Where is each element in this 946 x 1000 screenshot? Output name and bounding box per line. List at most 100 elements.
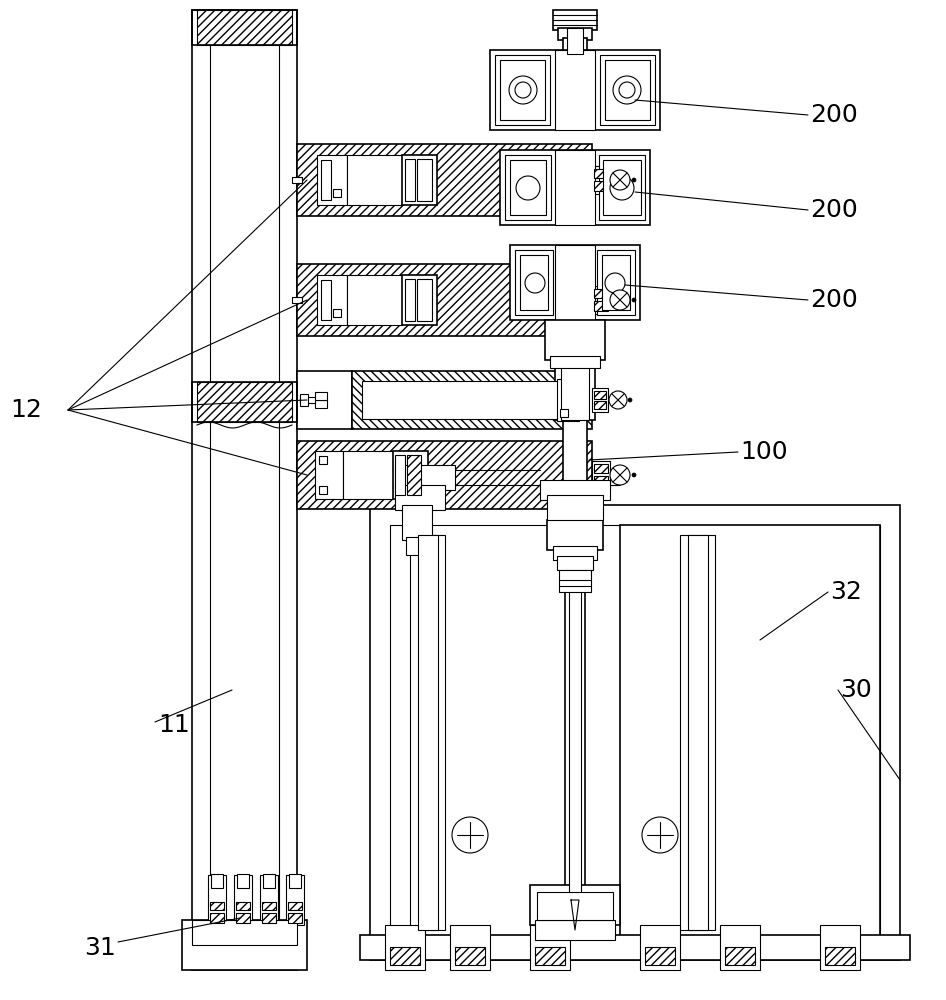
Bar <box>505 155 551 220</box>
Bar <box>333 189 341 197</box>
Bar <box>317 275 347 325</box>
Bar <box>455 947 485 965</box>
Bar <box>300 397 318 403</box>
Bar <box>208 875 226 925</box>
Bar <box>395 455 405 495</box>
Bar <box>547 495 603 520</box>
Bar <box>360 935 910 960</box>
Bar <box>182 920 307 970</box>
Bar <box>540 480 610 500</box>
Bar <box>210 913 224 923</box>
Bar <box>362 381 562 419</box>
Bar <box>317 155 347 205</box>
Bar <box>210 902 224 910</box>
Bar <box>500 150 650 225</box>
Bar <box>402 155 437 205</box>
Bar <box>319 456 327 464</box>
Bar <box>490 50 660 130</box>
Bar <box>495 55 550 125</box>
Bar <box>535 947 565 965</box>
Bar <box>559 570 591 592</box>
Bar <box>594 391 606 399</box>
Bar <box>288 902 302 910</box>
Bar <box>561 325 589 420</box>
Circle shape <box>642 817 678 853</box>
Text: 30: 30 <box>840 678 872 702</box>
Bar <box>321 280 331 320</box>
Bar <box>192 10 297 970</box>
Bar <box>535 920 615 940</box>
Bar <box>605 60 650 120</box>
Circle shape <box>610 176 634 200</box>
Bar <box>237 874 249 888</box>
Bar <box>563 415 587 510</box>
Bar <box>594 401 606 409</box>
Bar <box>594 169 608 178</box>
Bar <box>385 925 425 970</box>
Bar <box>418 535 438 930</box>
Bar <box>405 159 415 201</box>
Bar <box>592 286 610 314</box>
Bar <box>297 441 592 509</box>
Circle shape <box>609 391 627 409</box>
Bar <box>620 525 880 940</box>
Circle shape <box>452 817 488 853</box>
Bar <box>192 10 297 45</box>
Bar <box>545 320 605 360</box>
Bar <box>537 892 613 920</box>
Circle shape <box>610 465 630 485</box>
Bar <box>402 275 437 325</box>
Text: 200: 200 <box>810 288 858 312</box>
Bar <box>565 530 585 900</box>
Circle shape <box>632 298 636 302</box>
Bar <box>603 160 641 215</box>
Bar <box>393 451 428 499</box>
Bar <box>390 525 880 940</box>
Bar <box>333 309 341 317</box>
Bar <box>594 181 608 191</box>
Bar <box>450 925 490 970</box>
Bar <box>410 535 445 930</box>
Circle shape <box>619 82 635 98</box>
Circle shape <box>516 176 540 200</box>
Bar <box>600 55 655 125</box>
Bar <box>297 371 352 429</box>
Bar <box>260 875 278 925</box>
Bar <box>720 925 760 970</box>
Circle shape <box>610 290 630 310</box>
Text: 100: 100 <box>740 440 788 464</box>
Bar <box>555 50 595 130</box>
Bar <box>725 947 755 965</box>
Bar <box>343 451 393 499</box>
Bar <box>553 546 597 560</box>
Bar <box>555 245 595 320</box>
Bar <box>347 275 402 325</box>
Bar <box>530 925 570 970</box>
Bar <box>402 505 432 540</box>
Bar <box>515 250 553 315</box>
Circle shape <box>515 82 531 98</box>
Bar <box>558 28 592 40</box>
Bar <box>352 371 592 429</box>
Bar <box>300 394 308 406</box>
Bar <box>820 925 860 970</box>
Bar <box>597 250 635 315</box>
Circle shape <box>632 473 636 477</box>
Bar <box>236 913 250 923</box>
Bar <box>592 388 608 412</box>
Bar <box>417 159 432 201</box>
Circle shape <box>632 178 636 182</box>
Text: 32: 32 <box>830 580 862 604</box>
Bar <box>560 409 568 417</box>
Bar <box>211 874 223 888</box>
Bar <box>288 913 302 923</box>
Bar <box>390 947 420 965</box>
Bar <box>292 297 302 303</box>
Bar <box>680 535 715 930</box>
Bar <box>520 255 548 310</box>
Bar <box>569 530 581 900</box>
Bar <box>599 155 645 220</box>
Bar <box>417 279 432 321</box>
Bar <box>592 166 610 194</box>
Text: 31: 31 <box>84 936 115 960</box>
